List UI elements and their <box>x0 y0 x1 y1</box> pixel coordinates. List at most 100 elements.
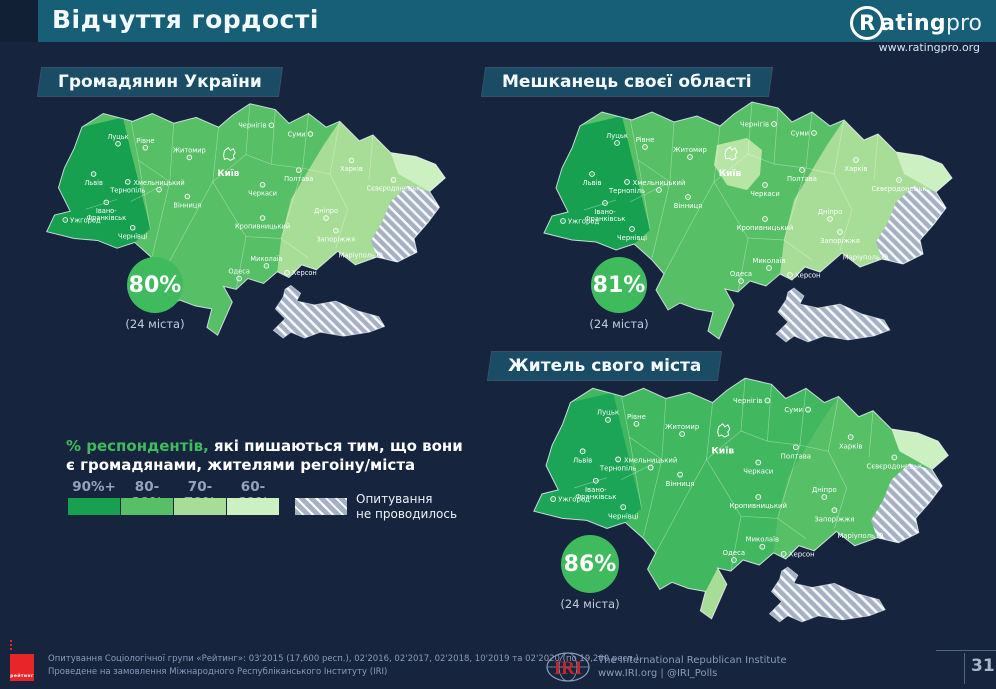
svg-text:Харків: Харків <box>340 165 363 173</box>
header-bar <box>0 0 996 42</box>
svg-text:Львів: Львів <box>84 179 103 187</box>
svg-text:Херсон: Херсон <box>789 550 815 558</box>
svg-text:Маріуполь: Маріуполь <box>843 254 880 262</box>
svg-text:Івано-Франківськ: Івано-Франківськ <box>585 208 626 223</box>
rating-logo-dashes <box>10 640 12 652</box>
svg-text:Чернівці: Чернівці <box>617 234 647 242</box>
stat-circle-citizen: 80% <box>127 257 183 313</box>
stat-note-citizen: (24 міста) <box>125 317 185 331</box>
svg-text:Дніпро: Дніпро <box>812 486 837 494</box>
legend-swatch-60 <box>227 498 279 515</box>
svg-text:Хмельницький: Хмельницький <box>624 456 677 464</box>
svg-text:Хмельницький: Хмельницький <box>133 179 184 187</box>
svg-text:Харків: Харків <box>839 442 862 450</box>
legend-no-survey-label: Опитування не проводилось <box>356 492 458 521</box>
svg-text:Сєвєродонецьк: Сєвєродонецьк <box>867 463 923 471</box>
iri-title: The International Republican Institute <box>598 655 787 666</box>
svg-text:Кропивницький: Кропивницький <box>235 223 290 231</box>
legend-color-scale <box>68 498 280 515</box>
svg-text:Маріуполь: Маріуполь <box>339 252 375 260</box>
svg-text:Миколаїв: Миколаїв <box>753 257 786 265</box>
stat-note-city: (24 міста) <box>560 597 620 611</box>
stat-note-oblast: (24 міста) <box>589 317 649 331</box>
svg-text:Ужгород: Ужгород <box>568 218 599 226</box>
svg-text:Луцьк: Луцьк <box>107 133 128 141</box>
iri-logo: IRI <box>546 652 590 682</box>
page-title: Відчуття гордості <box>52 5 319 34</box>
footer-line1: Опитування Соціологічної групи «Рейтинг»… <box>48 654 642 664</box>
legend-swatch-80 <box>121 498 173 515</box>
svg-text:Суми: Суми <box>288 130 306 138</box>
svg-text:Чернігів: Чернігів <box>238 122 266 130</box>
ukraine-map-oblast: Луцьк Рівне Житомир Київ Чернігів Суми Харків С… <box>543 101 953 343</box>
legend-no-survey-swatch <box>295 498 347 515</box>
ukraine-map-city: Луцьк Рівне Житомир Київ Чернігів Суми Харків С… <box>533 377 949 623</box>
svg-text:Суми: Суми <box>784 406 803 414</box>
iri-abbr: IRI <box>554 658 583 679</box>
svg-text:Одеса: Одеса <box>228 268 250 276</box>
svg-text:Сєвєродонецьк: Сєвєродонецьк <box>367 185 421 193</box>
svg-text:Вінниця: Вінниця <box>173 201 201 209</box>
svg-text:Хмельницький: Хмельницький <box>633 179 686 187</box>
svg-text:Вінниця: Вінниця <box>666 480 695 488</box>
svg-text:Львів: Львів <box>573 456 592 464</box>
svg-text:Чернівці: Чернівці <box>608 512 639 520</box>
svg-text:Одеса: Одеса <box>730 270 752 278</box>
brand-url: www.ratingpro.org <box>878 41 980 54</box>
legend-lead: % респондентів, <box>66 437 209 455</box>
iri-sub: www.IRI.org | @IRI_Polls <box>598 668 718 679</box>
page-number: 31 <box>971 656 995 676</box>
svg-text:Суми: Суми <box>791 130 809 138</box>
svg-text:Чернігів: Чернігів <box>740 121 769 129</box>
svg-text:Кропивницький: Кропивницький <box>737 224 794 232</box>
svg-text:Чернівці: Чернівці <box>118 233 147 241</box>
svg-text:Полтава: Полтава <box>284 175 313 183</box>
svg-text:Харків: Харків <box>844 165 867 173</box>
svg-text:Полтава: Полтава <box>781 452 811 460</box>
svg-text:Миколаїв: Миколаїв <box>250 255 282 263</box>
legend-title: % респондентів, які пишаються тим, що во… <box>66 437 474 475</box>
svg-text:Львів: Львів <box>582 179 601 187</box>
svg-text:Черкаси: Черкаси <box>248 190 277 198</box>
svg-text:Ужгород: Ужгород <box>558 496 590 504</box>
header-corner-block <box>0 0 38 42</box>
svg-text:Запоріжжя: Запоріжжя <box>820 237 860 245</box>
svg-text:Тернопіль: Тернопіль <box>109 187 145 195</box>
svg-text:Полтава: Полтава <box>787 175 817 183</box>
svg-text:Херсон: Херсон <box>292 269 317 277</box>
svg-text:Київ: Київ <box>217 169 239 179</box>
svg-text:Кропивницький: Кропивницький <box>730 502 787 510</box>
svg-text:Чернігів: Чернігів <box>733 397 762 405</box>
svg-text:Запоріжжя: Запоріжжя <box>814 515 854 523</box>
legend-swatch-90 <box>68 498 120 515</box>
svg-text:Рівне: Рівне <box>636 136 655 144</box>
legend-swatch-70 <box>174 498 226 515</box>
svg-text:Дніпро: Дніпро <box>314 207 338 215</box>
brand-name: ating <box>880 10 946 36</box>
svg-text:Черкаси: Черкаси <box>743 468 773 476</box>
stat-circle-city: 86% <box>561 535 619 593</box>
page-corner-vline <box>964 653 965 684</box>
rating-group-logo: рейтинг <box>10 654 34 681</box>
svg-text:Луцьк: Луцьк <box>606 132 628 140</box>
svg-text:Житомир: Житомир <box>665 423 699 431</box>
svg-text:Київ: Київ <box>719 169 742 179</box>
svg-text:Ужгород: Ужгород <box>70 216 101 224</box>
iri-text: The International Republican Institute w… <box>598 654 787 680</box>
svg-text:Івано-Франківськ: Івано-Франківськ <box>86 207 126 222</box>
svg-text:Черкаси: Черкаси <box>750 190 780 198</box>
ratingpro-r-icon: R <box>850 6 885 40</box>
svg-text:Дніпро: Дніпро <box>818 208 843 216</box>
svg-text:Вінниця: Вінниця <box>674 202 703 210</box>
svg-text:Тернопіль: Тернопіль <box>608 187 645 195</box>
svg-text:Запоріжжя: Запоріжжя <box>317 235 356 243</box>
brand-suffix: pro <box>946 10 982 36</box>
stat-circle-oblast: 81% <box>591 257 647 313</box>
svg-text:Маріуполь: Маріуполь <box>837 532 875 540</box>
svg-text:Київ: Київ <box>711 446 734 456</box>
svg-text:Рівне: Рівне <box>627 413 646 421</box>
svg-text:Миколаїв: Миколаїв <box>746 536 779 544</box>
svg-text:Рівне: Рівне <box>136 137 154 145</box>
